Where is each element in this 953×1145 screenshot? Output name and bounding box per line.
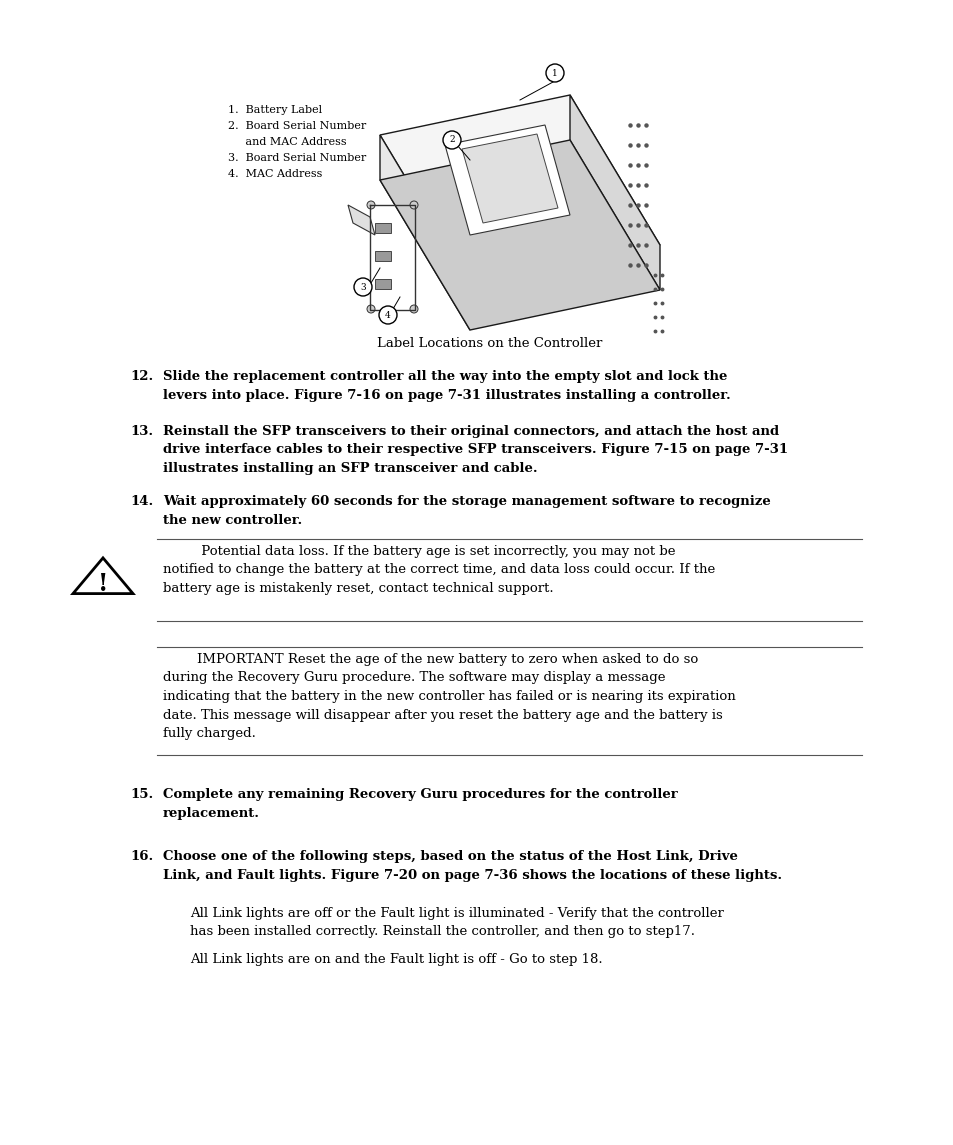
Text: All Link lights are off or the Fault light is illuminated - Verify that the cont: All Link lights are off or the Fault lig… [190, 907, 723, 939]
Text: 1: 1 [552, 69, 558, 78]
Polygon shape [73, 558, 132, 593]
Text: Label Locations on the Controller: Label Locations on the Controller [377, 337, 602, 350]
Circle shape [367, 202, 375, 210]
Polygon shape [379, 140, 659, 330]
Polygon shape [461, 134, 558, 223]
Bar [375, 251, 391, 261]
Text: Reinstall the SFP transceivers to their original connectors, and attach the host: Reinstall the SFP transceivers to their … [163, 425, 787, 475]
Circle shape [378, 306, 396, 324]
Circle shape [354, 278, 372, 297]
Text: 12.: 12. [131, 370, 153, 382]
Text: 13.: 13. [131, 425, 153, 439]
Text: 3.  Board Serial Number: 3. Board Serial Number [228, 153, 366, 163]
Bar [375, 223, 391, 232]
Text: and MAC Address: and MAC Address [228, 137, 346, 147]
Text: Wait approximately 60 seconds for the storage management software to recognize
t: Wait approximately 60 seconds for the st… [163, 495, 770, 527]
Text: 16.: 16. [131, 850, 153, 863]
Circle shape [410, 202, 417, 210]
Circle shape [442, 131, 460, 149]
Text: 1.  Battery Label: 1. Battery Label [228, 105, 322, 115]
Text: 2: 2 [449, 135, 455, 144]
Polygon shape [379, 95, 659, 285]
Text: Potential data loss. If the battery age is set incorrectly, you may not be
notif: Potential data loss. If the battery age … [163, 545, 715, 595]
Text: Choose one of the following steps, based on the status of the Host Link, Drive
L: Choose one of the following steps, based… [163, 850, 781, 882]
Text: 14.: 14. [131, 495, 153, 508]
Text: 4: 4 [385, 310, 391, 319]
Text: 15.: 15. [131, 788, 153, 802]
Text: Complete any remaining Recovery Guru procedures for the controller
replacement.: Complete any remaining Recovery Guru pro… [163, 788, 677, 820]
Polygon shape [379, 135, 470, 330]
Text: Slide the replacement controller all the way into the empty slot and lock the
le: Slide the replacement controller all the… [163, 370, 730, 402]
Circle shape [545, 64, 563, 82]
Text: IMPORTANT Reset the age of the new battery to zero when asked to do so
during th: IMPORTANT Reset the age of the new batte… [163, 653, 735, 740]
Polygon shape [348, 205, 375, 235]
Polygon shape [444, 125, 569, 235]
Text: !: ! [98, 572, 108, 597]
Text: All Link lights are on and the Fault light is off - Go to step 18.: All Link lights are on and the Fault lig… [190, 953, 602, 966]
Bar [375, 279, 391, 289]
Circle shape [410, 305, 417, 313]
Text: 3: 3 [360, 283, 365, 292]
Polygon shape [569, 95, 659, 290]
Text: 4.  MAC Address: 4. MAC Address [228, 169, 322, 179]
Circle shape [367, 305, 375, 313]
Text: 2.  Board Serial Number: 2. Board Serial Number [228, 121, 366, 131]
